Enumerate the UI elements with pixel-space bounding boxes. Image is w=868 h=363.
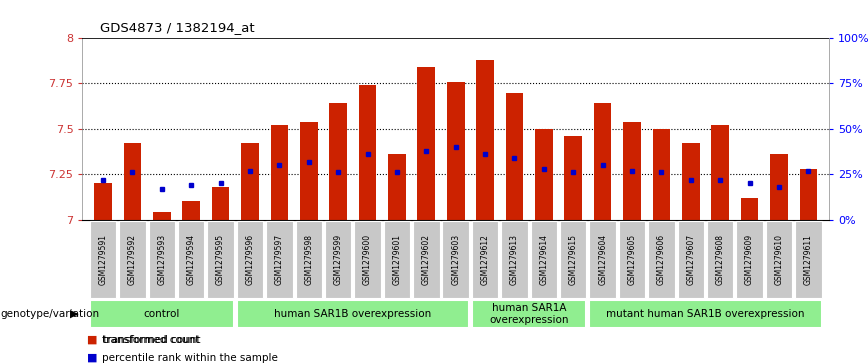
Text: human SAR1A
overexpression: human SAR1A overexpression	[490, 303, 569, 325]
Text: GSM1279614: GSM1279614	[539, 234, 549, 285]
Bar	[530, 221, 557, 298]
Bar	[207, 221, 233, 298]
Bar	[89, 300, 233, 328]
Bar	[388, 154, 405, 220]
Bar	[354, 221, 381, 298]
Bar	[736, 221, 763, 298]
Bar	[477, 60, 494, 220]
Bar	[653, 129, 670, 220]
Bar	[95, 183, 112, 220]
Text: human SAR1B overexpression: human SAR1B overexpression	[274, 309, 431, 319]
Bar	[589, 221, 616, 298]
Text: GSM1279599: GSM1279599	[333, 234, 343, 285]
Bar	[707, 221, 733, 298]
Text: GSM1279602: GSM1279602	[422, 234, 431, 285]
Text: control: control	[143, 309, 180, 319]
Bar	[443, 221, 469, 298]
Bar	[472, 300, 587, 328]
Text: GSM1279609: GSM1279609	[745, 234, 754, 285]
Text: GSM1279594: GSM1279594	[187, 234, 195, 285]
Text: GSM1279612: GSM1279612	[481, 234, 490, 285]
Text: GSM1279608: GSM1279608	[716, 234, 725, 285]
Text: ▶: ▶	[69, 309, 78, 319]
Bar	[678, 221, 704, 298]
Bar	[535, 129, 553, 220]
Text: genotype/variation: genotype/variation	[1, 309, 100, 319]
Text: GSM1279601: GSM1279601	[392, 234, 401, 285]
Bar	[770, 154, 788, 220]
Bar	[418, 67, 435, 220]
Bar	[119, 221, 146, 298]
Bar	[799, 169, 817, 220]
Bar	[300, 122, 318, 220]
Bar	[795, 221, 822, 298]
Bar	[358, 85, 377, 220]
Text: GSM1279613: GSM1279613	[510, 234, 519, 285]
Bar	[271, 125, 288, 220]
Text: GSM1279607: GSM1279607	[687, 234, 695, 285]
Text: GSM1279606: GSM1279606	[657, 234, 666, 285]
Bar	[212, 187, 229, 220]
Text: GSM1279592: GSM1279592	[128, 234, 137, 285]
Bar	[148, 221, 175, 298]
Bar	[178, 221, 205, 298]
Bar	[329, 103, 347, 220]
Bar	[237, 221, 263, 298]
Bar	[89, 221, 116, 298]
Bar	[740, 198, 759, 220]
Text: GSM1279604: GSM1279604	[598, 234, 607, 285]
Bar	[447, 82, 464, 220]
Text: GSM1279591: GSM1279591	[99, 234, 108, 285]
Text: GSM1279610: GSM1279610	[774, 234, 784, 285]
Bar	[560, 221, 587, 298]
Bar	[589, 300, 822, 328]
Text: GSM1279595: GSM1279595	[216, 234, 225, 285]
Bar	[712, 125, 729, 220]
Text: GSM1279611: GSM1279611	[804, 234, 812, 285]
Bar	[413, 221, 439, 298]
Text: GSM1279603: GSM1279603	[451, 234, 460, 285]
Text: GSM1279600: GSM1279600	[363, 234, 372, 285]
Bar	[501, 221, 528, 298]
Bar	[594, 103, 611, 220]
Bar	[682, 143, 700, 220]
Bar	[648, 221, 674, 298]
Bar	[153, 212, 171, 220]
Text: percentile rank within the sample: percentile rank within the sample	[102, 353, 279, 363]
Text: GSM1279597: GSM1279597	[275, 234, 284, 285]
Bar	[564, 136, 582, 220]
Text: GDS4873 / 1382194_at: GDS4873 / 1382194_at	[100, 21, 254, 34]
Text: mutant human SAR1B overexpression: mutant human SAR1B overexpression	[606, 309, 805, 319]
Text: ■: ■	[87, 353, 97, 363]
Bar	[325, 221, 352, 298]
Bar	[619, 221, 645, 298]
Text: GSM1279605: GSM1279605	[628, 234, 636, 285]
Text: GSM1279598: GSM1279598	[305, 234, 313, 285]
Bar	[506, 93, 523, 220]
Text: GSM1279615: GSM1279615	[569, 234, 578, 285]
Text: ■: ■	[87, 335, 97, 345]
Text: transformed count: transformed count	[102, 335, 200, 345]
Text: GSM1279596: GSM1279596	[246, 234, 254, 285]
Bar	[384, 221, 411, 298]
Text: ■  transformed count: ■ transformed count	[87, 335, 201, 345]
Bar	[295, 221, 322, 298]
Bar	[766, 221, 792, 298]
Bar	[623, 122, 641, 220]
Text: GSM1279593: GSM1279593	[157, 234, 167, 285]
Bar	[182, 201, 200, 220]
Bar	[241, 143, 259, 220]
Bar	[266, 221, 293, 298]
Bar	[123, 143, 141, 220]
Bar	[237, 300, 469, 328]
Bar	[472, 221, 498, 298]
